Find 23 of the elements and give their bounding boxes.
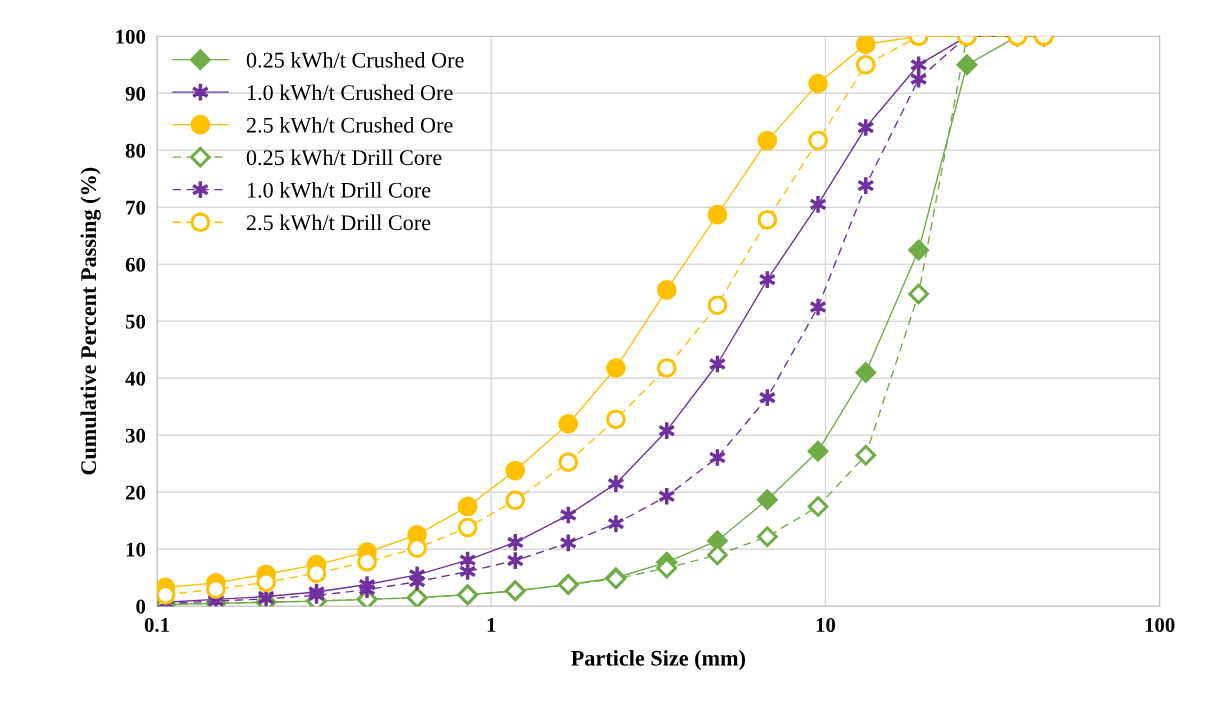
legend-label: 2.5 kWh/t Crushed Ore [246, 117, 453, 133]
y-tick-label: 80 [125, 143, 146, 158]
y-tick-label: 70 [126, 200, 146, 215]
x-tick-label: 0.1 [144, 617, 169, 633]
y-tick-label: 50 [125, 314, 146, 329]
y-axis-title: Cumulative Percent Passing (%) [80, 167, 101, 475]
y-tick-label: 10 [126, 542, 146, 557]
legend-label: 2.5 kWh/t Drill Core [246, 214, 431, 231]
legend-label: 0.25 kWh/t Drill Core [246, 149, 442, 166]
y-tick-label: 40 [125, 371, 146, 386]
legend-label: 0.25 kWh/t Crushed Ore [246, 51, 464, 68]
y-tick-label: 20 [125, 485, 146, 500]
x-tick-label: 100 [1145, 617, 1175, 632]
y-tick-label: 90 [125, 86, 146, 101]
x-axis-title: Particle Size (mm) [571, 650, 745, 671]
x-tick-label: 10 [816, 617, 836, 632]
y-tick-label: 0 [136, 599, 146, 614]
y-tick-label: 30 [125, 428, 146, 443]
y-tick-label: 100 [116, 29, 146, 44]
y-tick-label: 60 [125, 257, 146, 272]
x-tick-label: 1 [487, 618, 496, 632]
legend-label: 1.0 kWh/t Drill Core [247, 182, 431, 198]
legend-label: 1.0 kWh/t Crushed Ore [247, 84, 453, 101]
